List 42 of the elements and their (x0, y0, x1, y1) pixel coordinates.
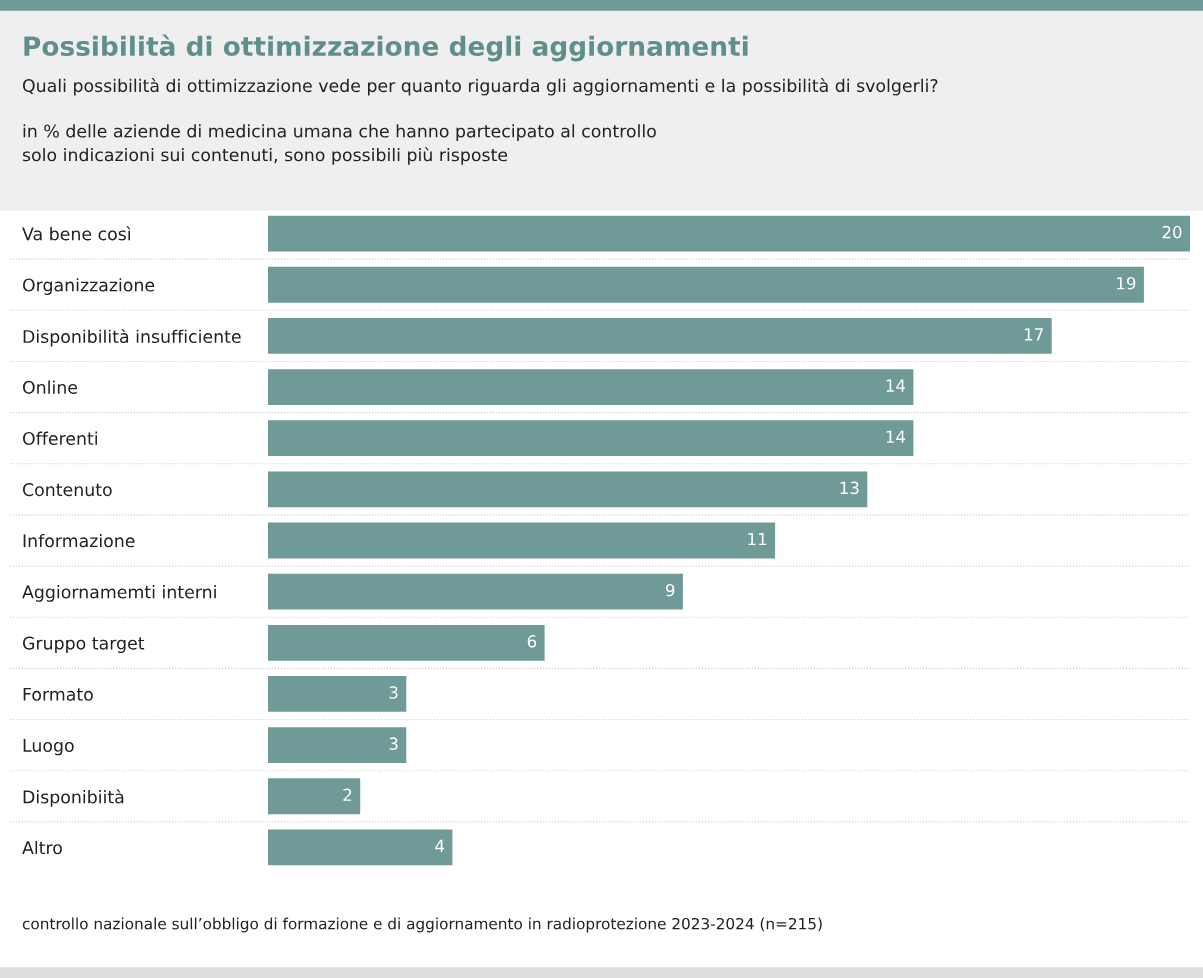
y-tick-label: Va bene così (22, 226, 131, 241)
data-label: 14 (886, 379, 906, 392)
y-tick-label: Disponibilità insufficiente (23, 328, 241, 347)
data-label: 3 (389, 737, 398, 750)
data-label: 4 (435, 839, 445, 853)
bar (268, 317, 1052, 354)
bar (268, 778, 361, 815)
data-label: 13 (840, 481, 859, 495)
data-label: 6 (527, 635, 537, 648)
data-label: 3 (389, 686, 398, 699)
y-tick-label: Aggiornamemti interni (22, 585, 216, 602)
y-tick-label: Contenuto (22, 483, 112, 497)
y-tick-label: Offerenti (22, 431, 97, 446)
y-tick-label: Organizzazione (22, 278, 155, 295)
data-label: 19 (1117, 276, 1136, 290)
y-tick-label: Formato (23, 687, 93, 701)
bar (268, 266, 1144, 303)
data-label: 9 (665, 583, 675, 597)
y-tick-label: Luogo (23, 739, 74, 756)
y-tick-label: Informazione (23, 533, 135, 548)
bar (268, 573, 683, 610)
y-tick-label: Gruppo target (22, 636, 145, 654)
bar (268, 215, 1190, 252)
bar (268, 727, 407, 764)
bar (268, 522, 776, 559)
bar (268, 420, 914, 457)
bar (268, 624, 545, 661)
bar (268, 676, 407, 712)
chart-title: Possibilità di ottimizzazione degli aggiornamenti (24, 34, 748, 62)
y-tick-label: Online (22, 380, 78, 394)
y-tick-label: Disponibiità (23, 789, 124, 807)
data-label: 11 (748, 532, 767, 546)
text: controllo nazionale sull’obbligo di formazione e di aggiornamento in radioprotezione 2023-2024 (n=215) (22, 917, 822, 933)
data-label: 14 (886, 430, 906, 443)
data-label: 2 (343, 788, 352, 801)
bar (268, 471, 868, 508)
bar (268, 829, 453, 866)
bar (268, 369, 914, 405)
data-label: 17 (1024, 328, 1043, 341)
data-label: 20 (1162, 225, 1182, 239)
text: Quali possibilità di ottimizzazione vede per quanto riguarda gli aggiornamenti e la possibilità di svolgerli? in % delle aziende di medicina umana che hanno partecipato al controllo solo indicazioni sui contenuti, sono possibili più risposte (22, 78, 938, 165)
y-tick-label: Altro (22, 840, 62, 855)
